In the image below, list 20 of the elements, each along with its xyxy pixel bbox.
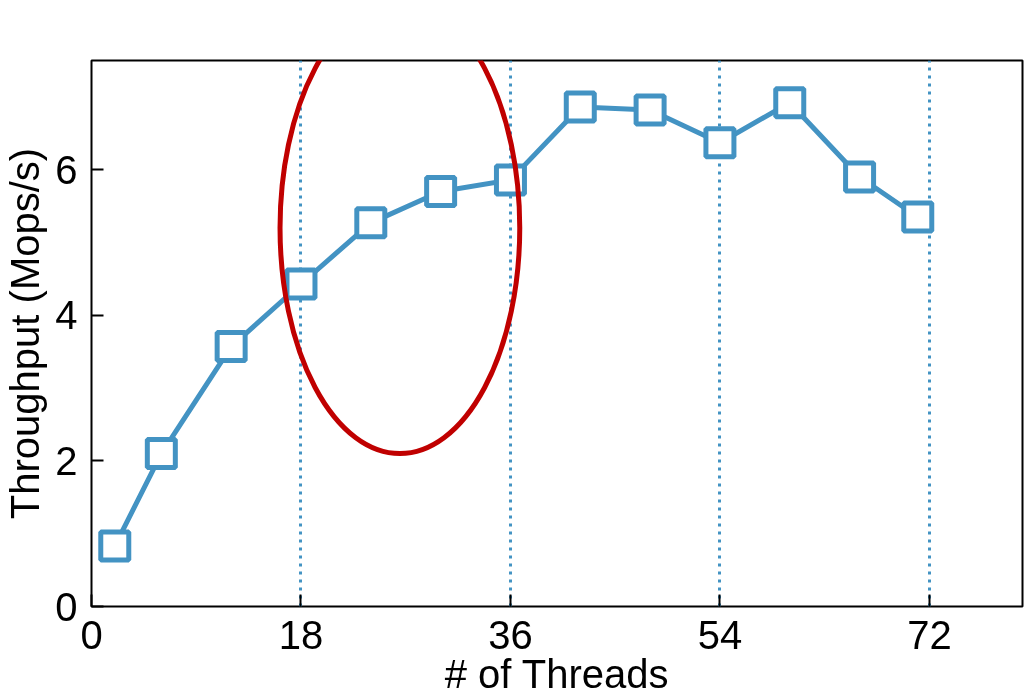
- point: [214, 330, 248, 364]
- x-tick-label: 18: [278, 612, 324, 657]
- point: [703, 126, 737, 160]
- y-axis-title: Throughput (Mops/s): [3, 147, 48, 520]
- point: [563, 90, 597, 124]
- point: [98, 529, 132, 563]
- point: [144, 437, 178, 471]
- y-tick-label: 0: [55, 584, 78, 629]
- point: [843, 160, 877, 194]
- x-tick-label: 54: [697, 612, 743, 657]
- point: [773, 86, 807, 120]
- y-tick-label: 2: [55, 438, 78, 483]
- point: [633, 93, 667, 127]
- y-tick-label: 6: [55, 147, 78, 192]
- point: [354, 206, 388, 240]
- y-tick-label: 4: [55, 293, 78, 338]
- point: [424, 175, 458, 209]
- point: [901, 200, 935, 234]
- x-tick-label: 72: [907, 612, 952, 657]
- point: [284, 267, 318, 301]
